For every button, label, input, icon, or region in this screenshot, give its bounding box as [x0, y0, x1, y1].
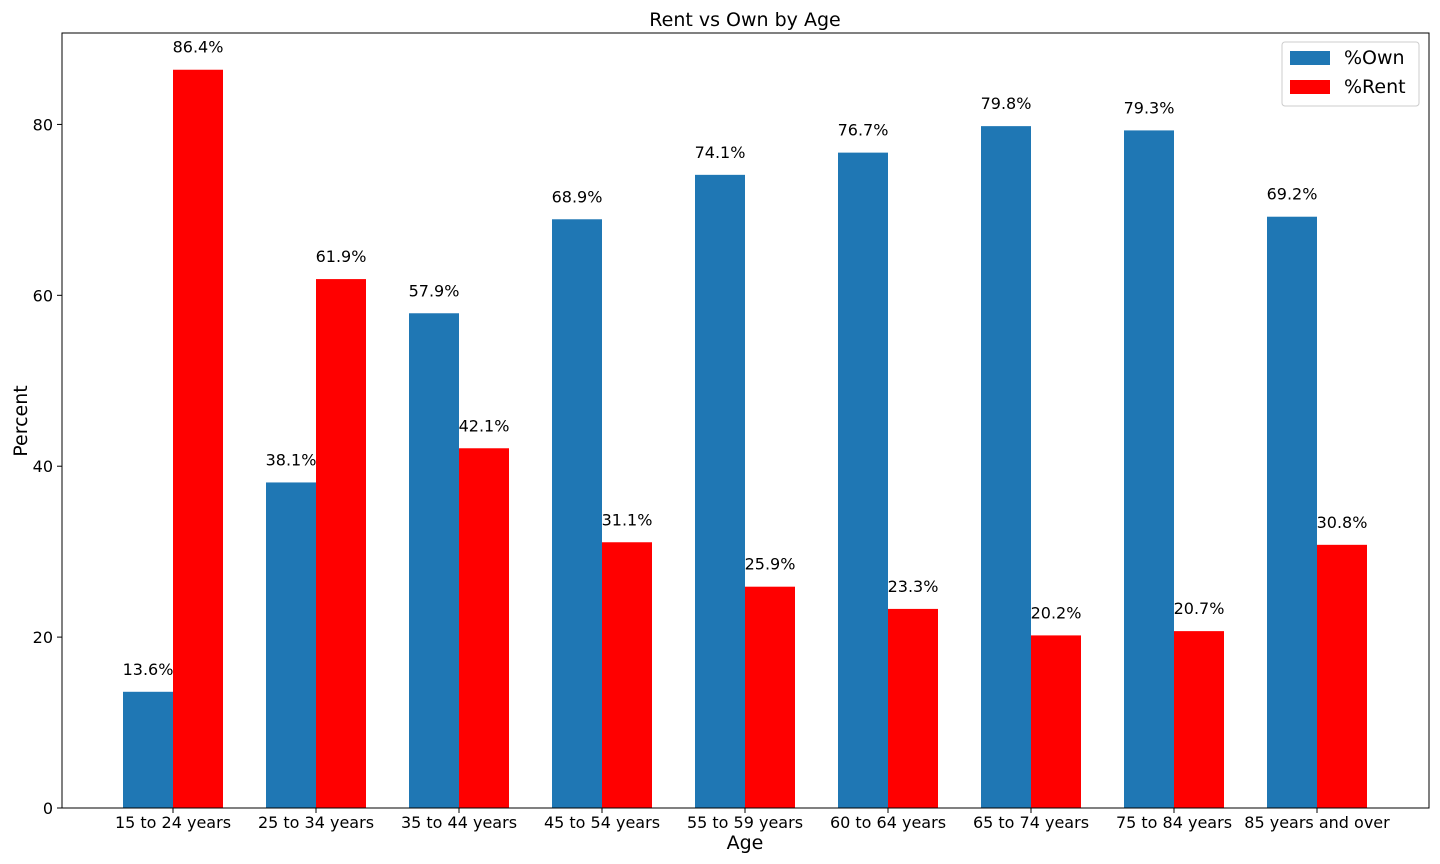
bar-rent-4 — [745, 586, 795, 808]
bar-own-7 — [1124, 130, 1174, 808]
x-tick-label-7: 75 to 84 years — [1116, 813, 1232, 832]
bar-rent-6 — [1031, 635, 1081, 808]
data-label-rent-1: 61.9% — [316, 247, 367, 266]
legend: %Own %Rent — [1281, 41, 1420, 107]
bar-own-8 — [1267, 216, 1317, 809]
chart-title: Rent vs Own by Age — [649, 9, 840, 31]
y-axis: 0 20 40 60 80 — [33, 115, 62, 818]
y-axis-title: Percent — [10, 385, 32, 457]
x-tick-label-1: 25 to 34 years — [258, 813, 374, 832]
bar-own-1 — [266, 482, 316, 808]
bar-own-5 — [838, 152, 888, 809]
bar-rent-0 — [173, 69, 223, 808]
data-label-own-2: 57.9% — [409, 281, 460, 300]
bar-own-6 — [981, 126, 1031, 808]
data-label-rent-2: 42.1% — [459, 416, 510, 435]
x-axis: 15 to 24 years 25 to 34 years 35 to 44 yea… — [115, 808, 1390, 832]
data-label-own-7: 79.3% — [1124, 98, 1175, 117]
data-label-rent-6: 20.2% — [1031, 603, 1082, 622]
bar-rent-1 — [316, 279, 366, 808]
data-label-own-0: 13.6% — [123, 660, 174, 679]
bar-own-2 — [409, 313, 459, 808]
data-label-rent-3: 31.1% — [602, 510, 653, 529]
legend-swatch-rent — [1290, 80, 1330, 94]
data-label-own-8: 69.2% — [1267, 185, 1318, 204]
y-tick-label-2: 40 — [33, 457, 53, 476]
bar-rent-7 — [1174, 631, 1224, 808]
x-tick-label-2: 35 to 44 years — [401, 813, 517, 832]
legend-label-own: %Own — [1344, 47, 1405, 69]
data-label-rent-0: 86.4% — [173, 38, 224, 57]
bars-group — [123, 69, 1367, 809]
x-tick-label-6: 65 to 74 years — [973, 813, 1089, 832]
legend-swatch-own — [1290, 51, 1330, 65]
x-tick-label-0: 15 to 24 years — [115, 813, 231, 832]
bar-rent-8 — [1317, 544, 1367, 808]
bar-rent-3 — [602, 542, 652, 808]
data-label-rent-7: 20.7% — [1174, 599, 1225, 618]
y-tick-label-4: 80 — [33, 115, 53, 134]
bar-rent-2 — [459, 448, 509, 808]
data-label-own-4: 74.1% — [695, 143, 746, 162]
x-tick-label-4: 55 to 59 years — [687, 813, 803, 832]
y-tick-label-0: 0 — [43, 799, 53, 818]
data-label-rent-4: 25.9% — [745, 555, 796, 574]
legend-label-rent: %Rent — [1344, 76, 1406, 98]
data-label-rent-8: 30.8% — [1317, 513, 1368, 532]
bar-rent-5 — [888, 608, 938, 808]
bar-own-3 — [552, 219, 602, 808]
data-label-rent-5: 23.3% — [888, 577, 939, 596]
y-tick-label-1: 20 — [33, 628, 53, 647]
data-label-own-5: 76.7% — [838, 121, 889, 140]
data-label-own-1: 38.1% — [266, 450, 317, 469]
x-tick-label-3: 45 to 54 years — [544, 813, 660, 832]
x-tick-label-5: 60 to 64 years — [830, 813, 946, 832]
data-labels-group: 13.6% 38.1% 57.9% 68.9% 74.1% 76.7% 79.8% 79.3%… — [123, 38, 1368, 679]
bar-own-4 — [695, 174, 745, 808]
y-tick-label-3: 60 — [33, 286, 53, 305]
bar-own-0 — [123, 691, 173, 808]
data-label-own-6: 79.8% — [981, 94, 1032, 113]
x-axis-title: Age — [727, 832, 764, 854]
x-tick-label-8: 85 years and over — [1244, 813, 1390, 832]
data-label-own-3: 68.9% — [552, 187, 603, 206]
